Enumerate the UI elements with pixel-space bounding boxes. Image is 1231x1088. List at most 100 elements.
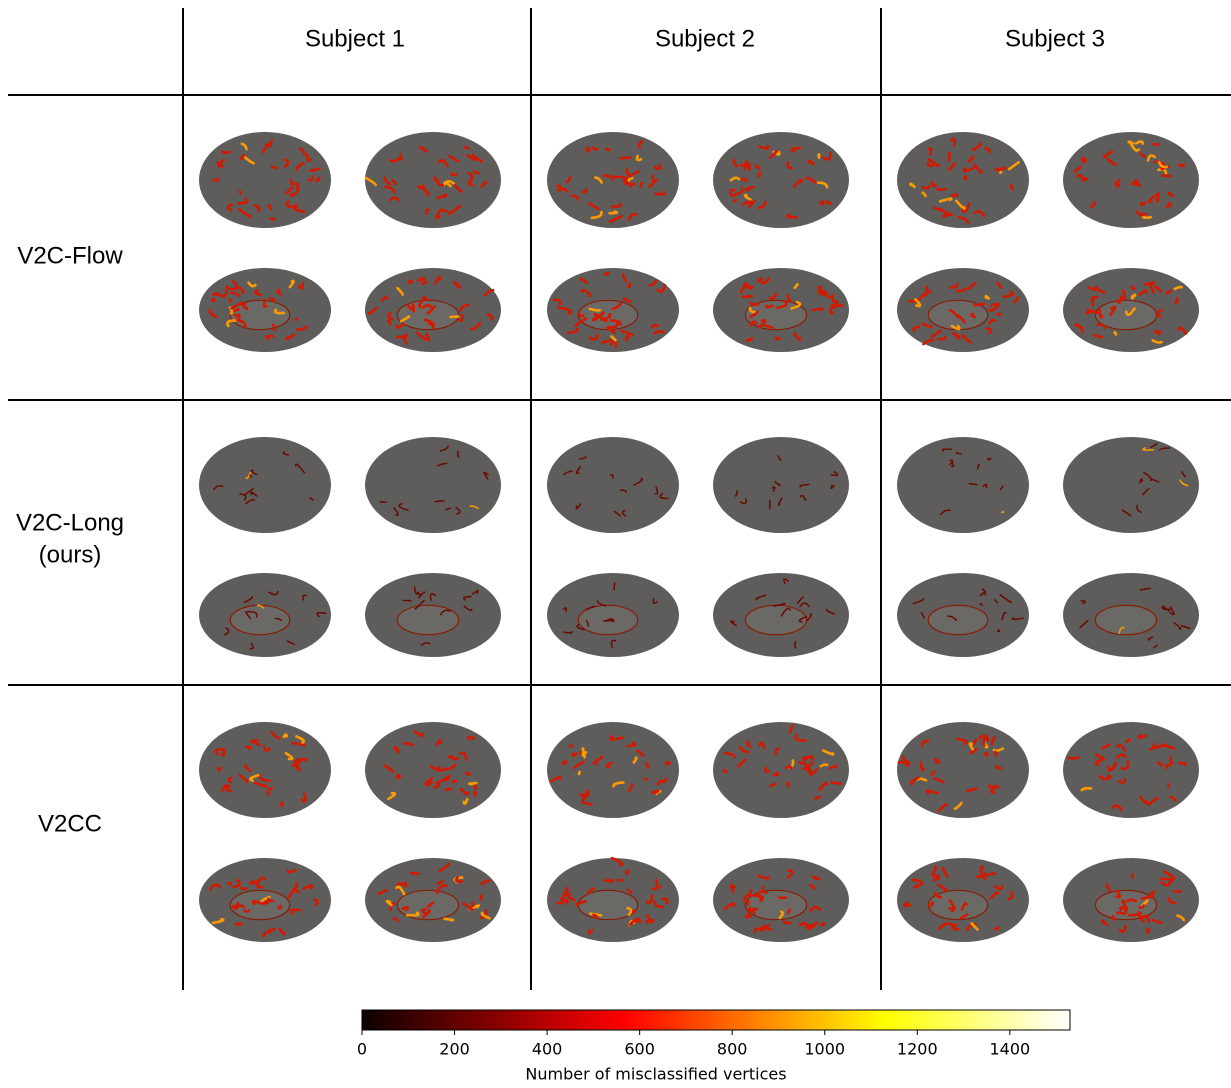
brain <box>713 268 849 352</box>
brain <box>1063 722 1199 818</box>
error-ridge <box>633 911 634 913</box>
error-ridge <box>1002 512 1004 513</box>
error-ridge <box>1113 916 1114 920</box>
error-ridge <box>743 296 752 297</box>
brain-surface <box>365 437 501 533</box>
error-ridge <box>241 888 246 889</box>
brain <box>365 858 501 942</box>
error-ridge <box>1011 185 1012 189</box>
column-header: Subject 1 <box>305 25 405 52</box>
colorbar-tick-label: 1200 <box>897 1040 938 1059</box>
error-ridge <box>815 797 819 799</box>
error-ridge <box>573 753 577 756</box>
brain-surface <box>897 132 1029 228</box>
error-ridge <box>298 759 307 760</box>
error-ridge <box>229 883 231 884</box>
error-ridge <box>222 152 229 153</box>
colorbar-tick-label: 800 <box>717 1040 748 1059</box>
brain <box>365 722 501 818</box>
error-ridge <box>274 325 276 331</box>
error-ridge <box>441 209 447 211</box>
brain-medial <box>1095 605 1156 634</box>
brain <box>365 573 501 657</box>
error-ridge <box>656 880 657 885</box>
error-ridge <box>949 153 950 161</box>
error-ridge <box>1147 929 1149 933</box>
colorbar-tick-label: 400 <box>532 1040 563 1059</box>
brain <box>365 437 501 533</box>
error-ridge <box>423 282 426 284</box>
error-ridge <box>245 911 249 912</box>
brain <box>547 858 679 942</box>
error-ridge <box>212 299 215 301</box>
colorbar-tick-label: 1000 <box>804 1040 845 1059</box>
error-ridge <box>910 301 915 302</box>
error-ridge <box>986 296 989 298</box>
error-ridge <box>953 925 957 926</box>
brain-surface <box>547 437 679 533</box>
error-ridge <box>1087 312 1096 313</box>
column-header: Subject 3 <box>1005 25 1105 52</box>
error-ridge <box>917 779 926 781</box>
error-ridge <box>240 191 241 193</box>
brain <box>897 858 1029 942</box>
brain <box>713 132 849 228</box>
error-ridge <box>271 219 275 220</box>
brain <box>199 437 331 533</box>
error-ridge <box>819 154 820 157</box>
error-ridge <box>481 896 482 900</box>
brain <box>897 132 1029 228</box>
row-label: V2C-Long <box>16 509 124 536</box>
error-ridge <box>296 319 297 320</box>
error-ridge <box>652 176 653 180</box>
brain <box>199 858 331 942</box>
error-ridge <box>1128 900 1136 901</box>
error-ridge <box>832 296 833 301</box>
error-ridge <box>636 921 640 922</box>
brain <box>897 722 1029 818</box>
error-ridge <box>759 173 760 177</box>
error-ridge <box>1115 332 1116 334</box>
brain-surface <box>897 437 1029 533</box>
colorbar-tick-label: 600 <box>624 1040 655 1059</box>
error-ridge <box>449 756 452 757</box>
brain <box>547 437 679 533</box>
error-ridge <box>579 772 580 774</box>
error-ridge <box>766 306 772 308</box>
error-ridge <box>453 781 456 782</box>
error-ridge <box>820 202 823 205</box>
error-ridge <box>587 148 590 152</box>
colorbar-tick-label: 200 <box>439 1040 470 1059</box>
error-ridge <box>1154 144 1159 145</box>
column-header: Subject 2 <box>655 25 755 52</box>
error-ridge <box>246 747 250 749</box>
error-ridge <box>1141 203 1145 205</box>
brain <box>547 573 679 657</box>
error-ridge <box>832 782 841 783</box>
error-ridge <box>469 783 476 784</box>
brain <box>365 132 501 228</box>
brain <box>1063 132 1199 228</box>
error-ridge <box>995 928 998 929</box>
error-ridge <box>985 753 987 756</box>
brain-medial <box>578 300 637 329</box>
error-ridge <box>297 184 298 190</box>
error-ridge <box>1179 165 1184 166</box>
error-ridge <box>408 281 411 283</box>
brain <box>365 268 501 352</box>
colorbar-tick-label: 0 <box>357 1040 367 1059</box>
brain-surface <box>713 437 849 533</box>
error-ridge <box>272 167 276 168</box>
brain <box>1063 573 1199 657</box>
colorbar <box>362 1010 1070 1030</box>
error-ridge <box>411 873 418 874</box>
brain-medial <box>928 605 987 634</box>
error-ridge <box>445 919 454 920</box>
brain <box>547 132 679 228</box>
brain-medial <box>397 605 458 634</box>
error-ridge <box>295 883 297 889</box>
error-ridge <box>745 161 747 169</box>
error-ridge <box>626 871 628 874</box>
error-ridge <box>606 149 610 150</box>
error-ridge <box>452 173 457 175</box>
